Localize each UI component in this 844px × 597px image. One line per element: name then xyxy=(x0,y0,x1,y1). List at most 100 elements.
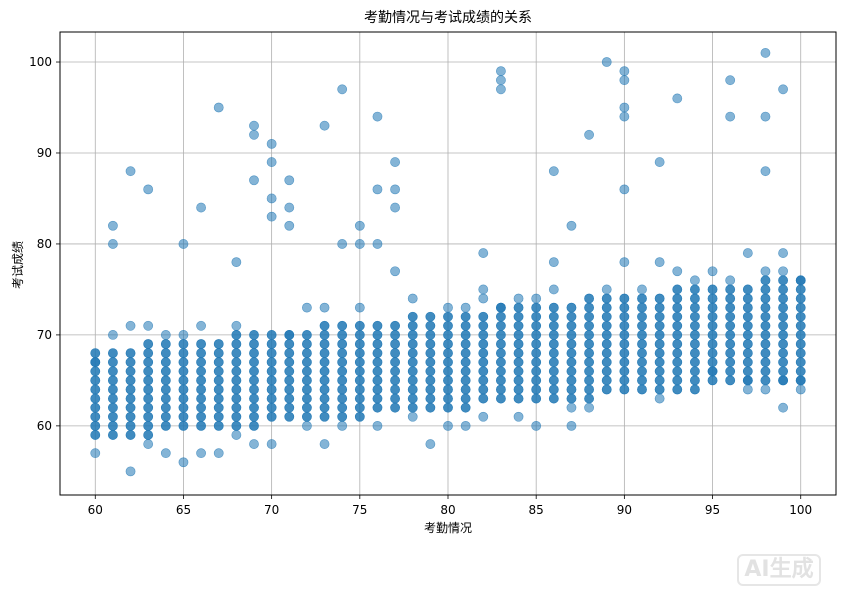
data-point xyxy=(196,348,206,358)
data-point xyxy=(778,366,788,377)
data-point xyxy=(690,366,700,377)
data-point xyxy=(266,157,277,167)
data-point xyxy=(231,411,242,422)
data-point xyxy=(319,339,330,349)
data-point xyxy=(778,275,788,286)
data-point xyxy=(619,66,630,77)
data-point xyxy=(619,348,630,358)
data-point xyxy=(707,348,718,358)
data-point xyxy=(160,420,171,431)
data-point xyxy=(354,384,365,395)
data-point xyxy=(284,220,295,231)
data-point xyxy=(531,339,542,349)
data-point xyxy=(566,311,577,322)
data-point xyxy=(354,411,365,422)
data-point xyxy=(337,84,348,95)
data-point xyxy=(690,311,700,322)
data-point xyxy=(460,420,471,431)
data-point xyxy=(319,402,330,413)
data-point xyxy=(108,220,118,231)
data-point xyxy=(125,375,136,386)
data-point xyxy=(108,384,118,395)
data-point xyxy=(795,348,806,358)
data-point xyxy=(548,257,559,268)
data-point xyxy=(178,393,189,404)
data-point xyxy=(584,393,594,404)
data-point xyxy=(354,330,365,340)
data-point xyxy=(319,348,330,358)
data-point xyxy=(690,375,700,386)
data-point xyxy=(637,330,647,340)
data-point xyxy=(601,311,612,322)
data-point xyxy=(178,420,189,431)
data-point xyxy=(725,75,736,86)
data-point xyxy=(337,357,348,368)
data-point xyxy=(443,375,453,386)
data-point xyxy=(531,357,542,368)
data-point xyxy=(319,366,330,377)
data-point xyxy=(125,366,136,377)
data-point xyxy=(778,311,788,322)
data-point xyxy=(302,420,312,431)
data-point xyxy=(390,393,400,404)
data-point xyxy=(196,393,206,404)
data-point xyxy=(425,402,436,413)
data-point xyxy=(601,57,612,67)
data-point xyxy=(425,357,436,368)
data-point xyxy=(337,384,348,395)
data-point xyxy=(284,330,295,340)
y-tick-label: 60 xyxy=(37,419,52,433)
data-point xyxy=(460,330,471,340)
chart-title: 考勤情况与考试成绩的关系 xyxy=(364,10,532,26)
data-point xyxy=(531,293,542,304)
data-point xyxy=(319,411,330,422)
data-point xyxy=(760,311,771,322)
data-point xyxy=(284,175,295,186)
data-point xyxy=(407,375,418,386)
data-point xyxy=(601,320,612,331)
data-point xyxy=(760,320,771,331)
data-point xyxy=(125,357,136,368)
data-point xyxy=(125,466,136,477)
data-point xyxy=(548,366,559,377)
data-point xyxy=(566,384,577,395)
data-point xyxy=(160,348,171,358)
data-point xyxy=(584,330,594,340)
data-point xyxy=(196,366,206,377)
data-point xyxy=(90,384,101,395)
data-point xyxy=(249,402,259,413)
data-point xyxy=(795,293,806,304)
data-point xyxy=(425,330,436,340)
data-point xyxy=(125,393,136,404)
data-point xyxy=(196,448,206,459)
data-point xyxy=(231,348,242,358)
data-point xyxy=(548,284,559,295)
data-point xyxy=(213,402,224,413)
data-point xyxy=(496,311,506,322)
data-point xyxy=(584,339,594,349)
data-point xyxy=(654,357,665,368)
data-point xyxy=(284,366,295,377)
data-point xyxy=(302,393,312,404)
data-point xyxy=(654,375,665,386)
data-point xyxy=(742,357,753,368)
data-point xyxy=(478,311,489,322)
data-point xyxy=(266,393,277,404)
data-point xyxy=(460,384,471,395)
data-point xyxy=(108,393,118,404)
data-point xyxy=(637,348,647,358)
data-point xyxy=(672,330,683,340)
data-point xyxy=(443,384,453,395)
data-point xyxy=(513,366,524,377)
data-point xyxy=(601,339,612,349)
data-point xyxy=(725,330,736,340)
data-point xyxy=(707,302,718,313)
grid-lines xyxy=(60,32,836,495)
data-point xyxy=(672,384,683,395)
data-point xyxy=(619,302,630,313)
data-point xyxy=(407,402,418,413)
data-point xyxy=(672,266,683,277)
data-point xyxy=(654,348,665,358)
data-point xyxy=(601,348,612,358)
data-point xyxy=(725,293,736,304)
